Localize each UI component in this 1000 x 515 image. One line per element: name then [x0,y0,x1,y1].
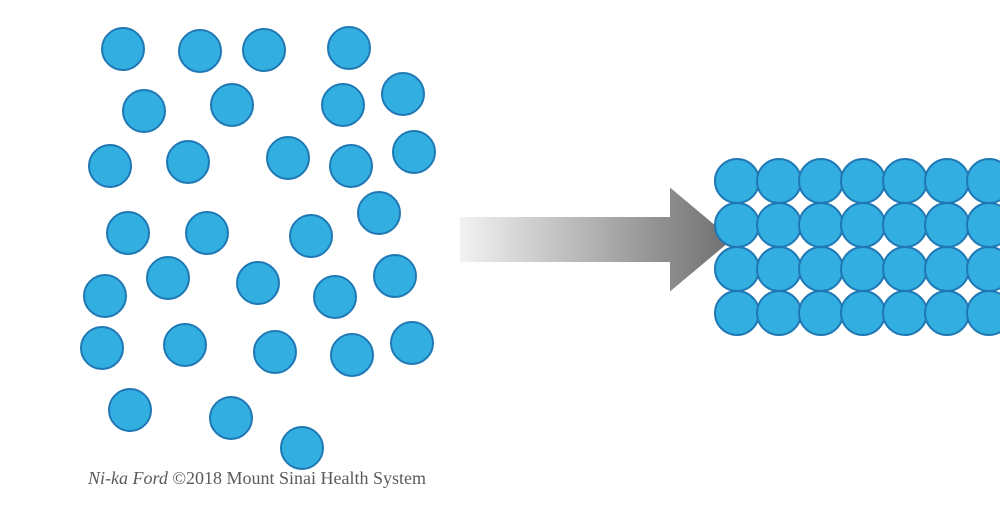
scattered-circle [374,255,416,297]
diagram-canvas: Ni-ka Ford ©2018 Mount Sinai Health Syst… [0,0,1000,515]
grid-circle [757,159,801,203]
grid-circle [841,247,885,291]
scattered-circle [211,84,253,126]
scattered-circle [107,212,149,254]
scattered-cluster [81,27,435,469]
grid-circle [967,291,1000,335]
grid-circle [757,291,801,335]
scattered-circle [167,141,209,183]
scattered-circle [267,137,309,179]
grid-circle [799,159,843,203]
credit-line: Ni-ka Ford ©2018 Mount Sinai Health Syst… [88,468,426,489]
grid-circle [841,203,885,247]
scattered-circle [84,275,126,317]
grid-circle [757,247,801,291]
grid-circle [925,159,969,203]
grid-circle [799,203,843,247]
scattered-circle [290,215,332,257]
credit-rest: ©2018 Mount Sinai Health System [168,468,426,488]
scattered-circle [179,30,221,72]
scattered-circle [393,131,435,173]
packed-grid [715,159,1000,335]
diagram-svg [0,0,1000,515]
grid-circle [799,291,843,335]
scattered-circle [102,28,144,70]
scattered-circle [382,73,424,115]
scattered-circle [254,331,296,373]
grid-circle [925,203,969,247]
scattered-circle [186,212,228,254]
grid-circle [925,291,969,335]
scattered-circle [81,327,123,369]
scattered-circle [89,145,131,187]
scattered-circle [358,192,400,234]
scattered-circle [331,334,373,376]
grid-circle [799,247,843,291]
scattered-circle [147,257,189,299]
grid-circle [841,159,885,203]
grid-circle [715,203,759,247]
grid-circle [883,291,927,335]
scattered-circle [322,84,364,126]
grid-circle [883,203,927,247]
credit-author: Ni-ka Ford [88,468,168,488]
grid-circle [967,203,1000,247]
scattered-circle [237,262,279,304]
scattered-circle [210,397,252,439]
grid-circle [715,291,759,335]
scattered-circle [328,27,370,69]
scattered-circle [164,324,206,366]
scattered-circle [391,322,433,364]
grid-circle [883,159,927,203]
grid-circle [967,247,1000,291]
grid-circle [883,247,927,291]
scattered-circle [281,427,323,469]
transition-arrow-icon [460,188,732,292]
scattered-circle [123,90,165,132]
scattered-circle [109,389,151,431]
grid-circle [967,159,1000,203]
scattered-circle [243,29,285,71]
scattered-circle [314,276,356,318]
grid-circle [841,291,885,335]
scattered-circle [330,145,372,187]
grid-circle [925,247,969,291]
grid-circle [715,247,759,291]
grid-circle [715,159,759,203]
grid-circle [757,203,801,247]
